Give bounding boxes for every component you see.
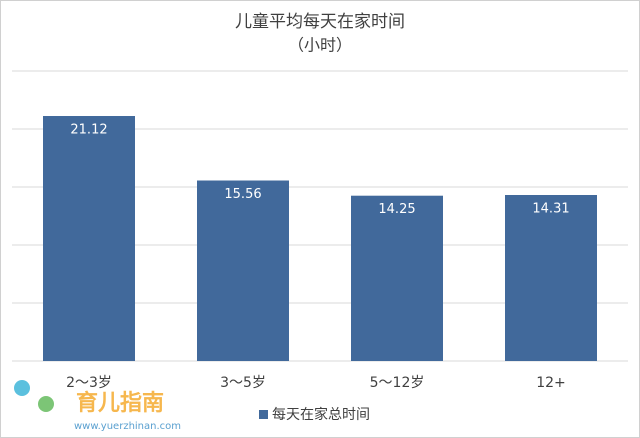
watermark: 育儿指南 www.yuerzhinan.com	[14, 380, 181, 432]
legend-label: 每天在家总时间	[272, 406, 370, 423]
bar	[197, 180, 289, 361]
value-label: 14.25	[378, 202, 415, 217]
value-label: 15.56	[224, 187, 261, 202]
watermark-icon	[38, 396, 54, 412]
value-label: 21.12	[70, 123, 107, 138]
value-label: 14.31	[532, 202, 569, 217]
x-tick-label: 12+	[536, 375, 566, 391]
x-tick-label: 3～5岁	[220, 375, 266, 391]
chart-title: 儿童平均每天在家时间	[235, 12, 405, 32]
bar	[43, 116, 135, 362]
chart-subtitle: （小时）	[288, 36, 352, 55]
x-tick-label: 2～3岁	[66, 375, 112, 391]
watermark-brand: 育儿指南	[76, 390, 164, 416]
legend-swatch	[259, 410, 268, 419]
watermark-url: www.yuerzhinan.com	[74, 421, 181, 432]
bar	[351, 195, 443, 361]
bar	[505, 195, 597, 361]
x-tick-label: 5～12岁	[370, 375, 425, 391]
watermark-icon	[14, 380, 30, 396]
